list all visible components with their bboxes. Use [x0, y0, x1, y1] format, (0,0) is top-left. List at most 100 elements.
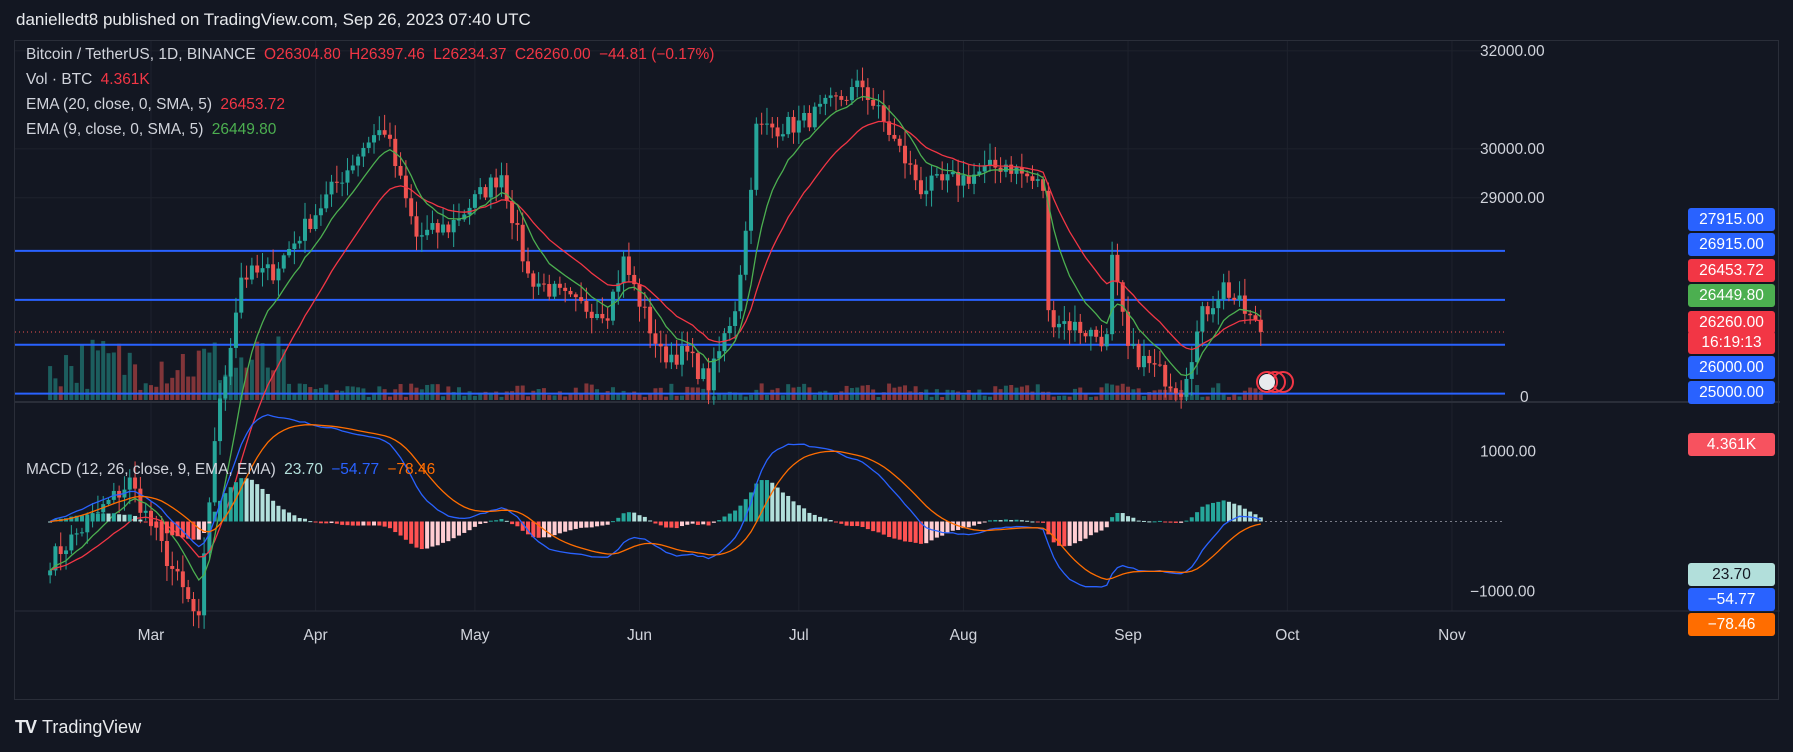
- macd-histogram-bar: [488, 520, 493, 522]
- macd-histogram-bar: [812, 514, 817, 522]
- candle-body: [281, 255, 286, 269]
- time-tick-label: Sep: [1114, 627, 1142, 644]
- volume-bar: [924, 389, 929, 400]
- macd-histogram-bar: [393, 521, 398, 533]
- macd-histogram-bar: [690, 521, 695, 524]
- candle-body: [1253, 315, 1258, 320]
- candle-body: [382, 130, 387, 135]
- volume-bar: [372, 392, 377, 400]
- volume-bar: [1216, 383, 1221, 400]
- candle-body: [446, 224, 451, 233]
- candle-body: [218, 398, 223, 442]
- candle-body: [456, 219, 461, 221]
- candle-body: [127, 477, 132, 490]
- price-tick-label: 32000.00: [1480, 43, 1545, 60]
- volume-bar: [812, 394, 817, 400]
- macd-histogram-bar: [308, 521, 313, 523]
- macd-histogram-bar: [207, 521, 212, 524]
- volume-bar: [302, 384, 307, 400]
- macd-histogram-bar: [441, 521, 446, 543]
- macd-histogram-bar: [945, 521, 950, 534]
- volume-bar: [674, 395, 679, 400]
- macd-histogram-bar: [101, 513, 106, 522]
- price-chart[interactable]: 32000.00 30000.00 29000.00 0 1000.00 −1000.00…: [15, 41, 1780, 701]
- volume-bar: [1258, 391, 1263, 400]
- candle-body: [648, 306, 653, 334]
- candle-body: [356, 156, 361, 166]
- macd-histogram-bar: [695, 521, 700, 525]
- macd-histogram-bar: [865, 521, 870, 530]
- countdown-label: 16:19:13: [1688, 331, 1775, 354]
- volume-bar: [802, 383, 807, 400]
- us-flag-icon: [1259, 374, 1275, 390]
- ema20-label: EMA (20, close, 0, SMA, 5): [26, 96, 213, 113]
- candle-body: [871, 99, 876, 106]
- macd-histogram-bar: [456, 521, 461, 536]
- macd-legend[interactable]: MACD (12, 26, close, 9, EMA, EMA) 23.70 …: [26, 461, 439, 479]
- volume-bar: [494, 391, 499, 400]
- macd-histogram-bar: [218, 500, 223, 522]
- candle-body: [897, 138, 902, 146]
- volume-bar: [64, 355, 69, 400]
- volume-bar: [1152, 390, 1157, 400]
- volume-bar: [584, 383, 589, 400]
- volume-bar: [79, 344, 84, 400]
- candle-body: [451, 219, 456, 233]
- macd-histogram-bar: [180, 521, 185, 538]
- candle-body: [1014, 167, 1019, 174]
- candle-body: [903, 145, 908, 164]
- macd-histogram-bar: [759, 480, 764, 522]
- macd-histogram-bar: [127, 514, 132, 522]
- volume-bar: [972, 394, 977, 400]
- volume-bar: [122, 374, 127, 400]
- candle-body: [812, 106, 817, 128]
- volume-bar: [871, 389, 876, 400]
- footer-brand[interactable]: TV TradingView: [15, 717, 141, 738]
- macd-histogram-bar: [1120, 513, 1125, 522]
- macd-histogram-bar: [483, 521, 488, 524]
- volume-bar: [366, 396, 371, 400]
- volume-bar: [839, 391, 844, 400]
- volume-bar: [1062, 395, 1067, 400]
- ema9-legend[interactable]: EMA (9, close, 0, SMA, 5) 26449.80: [26, 121, 280, 139]
- macd-histogram-bar: [1168, 521, 1173, 523]
- macd-histogram-bar: [536, 521, 541, 538]
- price-label-26915: 26915.00: [1688, 233, 1775, 256]
- macd-histogram-bar: [642, 516, 647, 522]
- candle-body: [1030, 176, 1035, 181]
- candle-body: [844, 99, 849, 101]
- ema20-legend[interactable]: EMA (20, close, 0, SMA, 5) 26453.72: [26, 96, 289, 114]
- candle-body: [488, 177, 493, 198]
- symbol-legend[interactable]: Bitcoin / TetherUS, 1D, BINANCE O26304.8…: [26, 46, 718, 64]
- volume-bar: [202, 348, 207, 400]
- macd-histogram-bar: [972, 521, 977, 526]
- candle-body: [419, 235, 424, 237]
- macd-histogram-bar: [770, 482, 775, 522]
- candle-body: [1184, 378, 1189, 397]
- chart-pane[interactable]: 32000.00 30000.00 29000.00 0 1000.00 −1000.00…: [14, 40, 1780, 701]
- candle-body: [387, 134, 392, 139]
- candle-body: [818, 103, 823, 107]
- candle-body: [239, 277, 244, 313]
- volume-bar: [111, 352, 116, 400]
- macd-histogram-bar: [1019, 520, 1024, 522]
- volume-bar: [945, 389, 950, 400]
- volume-bar: [1094, 396, 1099, 400]
- macd-histogram-bar: [743, 499, 748, 522]
- volume-label-badge: 4.361K: [1688, 433, 1775, 456]
- price-tick-label: 30000.00: [1480, 141, 1545, 158]
- volume-legend[interactable]: Vol · BTC 4.361K: [26, 71, 154, 89]
- price-label-last: 26260.00: [1688, 311, 1775, 334]
- macd-histogram-bar: [387, 521, 392, 529]
- volume-bar: [956, 391, 961, 400]
- volume-bar: [961, 394, 966, 400]
- candle-body: [302, 218, 307, 241]
- candle-body: [425, 229, 430, 236]
- candle-body: [924, 190, 929, 195]
- candle-body: [297, 240, 302, 244]
- candle-body: [552, 283, 557, 297]
- candle-body: [595, 313, 600, 319]
- candle-body: [409, 198, 414, 217]
- macd-histogram-bar: [1083, 521, 1088, 539]
- macd-histogram-bar: [1078, 521, 1083, 542]
